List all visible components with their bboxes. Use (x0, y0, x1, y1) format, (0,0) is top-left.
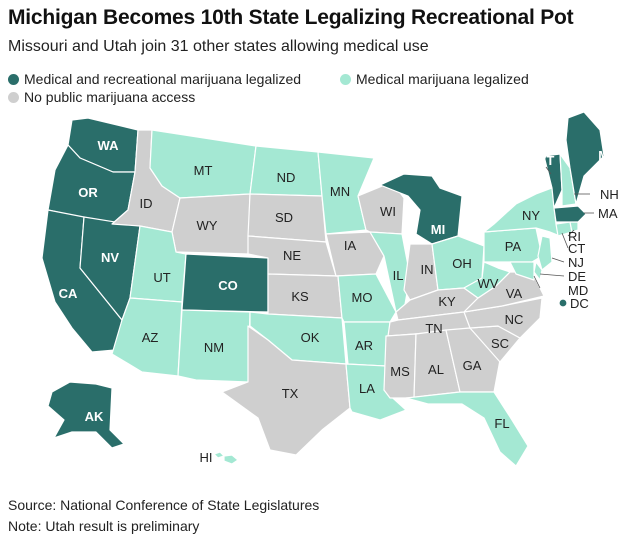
chart-subtitle: Missouri and Utah join 31 other states a… (8, 38, 429, 55)
label-nh: NH (600, 187, 619, 202)
state-ia (325, 231, 385, 277)
label-ut: UT (153, 270, 170, 285)
label-vt: VT (538, 153, 555, 168)
legend-label-medical: Medical marijuana legalized (356, 71, 529, 87)
state-de (533, 261, 543, 281)
label-ne: NE (283, 248, 301, 263)
label-tx: TX (282, 386, 299, 401)
label-az: AZ (142, 330, 159, 345)
state-me (565, 111, 605, 205)
state-tx (221, 325, 351, 456)
label-me: ME (598, 148, 618, 163)
chart-title: Michigan Becomes 10th State Legalizing R… (8, 6, 574, 29)
legend-label-no-access: No public marijuana access (24, 89, 196, 105)
leader-ri (567, 229, 575, 237)
state-wv (463, 261, 511, 299)
state-ms (383, 333, 417, 399)
label-ms: MS (390, 364, 410, 379)
label-md: MD (568, 283, 588, 298)
label-ct: CT (568, 241, 585, 256)
legend-swatch-no-access (8, 91, 19, 103)
label-mi: MI (431, 222, 445, 237)
label-al: AL (428, 362, 444, 377)
state-wy (171, 193, 251, 255)
legend-swatch-medical (340, 73, 351, 85)
leader-vt (545, 166, 552, 175)
legend-swatch-recreational (8, 73, 19, 85)
label-sd: SD (275, 210, 293, 225)
label-ca: CA (59, 286, 78, 301)
label-ga: GA (463, 358, 482, 373)
label-pa: PA (505, 239, 522, 254)
legend-item-recreational: Medical and recreational marijuana legal… (8, 71, 301, 87)
legend-label-recreational: Medical and recreational marijuana legal… (24, 71, 302, 87)
label-tn: TN (425, 321, 442, 336)
label-mo: MO (352, 290, 373, 305)
label-ak: AK (85, 409, 104, 424)
label-ks: KS (291, 289, 309, 304)
leader-de (539, 273, 565, 277)
state-dc (558, 298, 568, 308)
state-nj (537, 235, 553, 271)
label-nm: NM (204, 340, 224, 355)
label-sc: SC (491, 336, 509, 351)
footnote: Note: Utah result is preliminary (8, 518, 200, 534)
label-wv: WV (478, 276, 499, 291)
label-wy: WY (197, 218, 218, 233)
state-hi (213, 451, 239, 465)
label-ky: KY (438, 294, 456, 309)
label-de: DE (568, 269, 586, 284)
leader-md (533, 275, 541, 289)
label-il: IL (393, 268, 404, 283)
label-ia: IA (344, 238, 357, 253)
state-vt (543, 153, 563, 209)
label-nv: NV (101, 250, 119, 265)
label-co: CO (218, 278, 238, 293)
label-nj: NJ (568, 255, 584, 270)
legend-item-no-access: No public marijuana access (8, 89, 195, 105)
label-ar: AR (355, 338, 373, 353)
label-fl: FL (494, 416, 509, 431)
leader-ct (561, 232, 569, 249)
state-md (509, 261, 535, 281)
us-state-map: WA OR CA NV ID MT WY UT CO AZ NM ND SD N… (41, 111, 619, 467)
label-id: ID (140, 196, 153, 211)
label-ny: NY (522, 208, 540, 223)
label-mn: MN (330, 184, 350, 199)
label-mt: MT (194, 163, 213, 178)
label-ma: MA (598, 206, 618, 221)
label-ri: RI (568, 229, 581, 244)
label-va: VA (506, 286, 523, 301)
state-az (111, 297, 183, 377)
label-in: IN (421, 262, 434, 277)
label-wi: WI (380, 204, 396, 219)
state-fl (405, 391, 529, 467)
label-hi: HI (200, 450, 213, 465)
leader-nj (551, 257, 565, 263)
state-nh (559, 153, 577, 207)
label-or: OR (78, 185, 98, 200)
label-wa: WA (98, 138, 120, 153)
state-nm (177, 309, 251, 383)
label-ok: OK (301, 330, 320, 345)
state-ak (47, 381, 125, 449)
state-ma (553, 205, 587, 223)
label-nd: ND (277, 170, 296, 185)
legend-item-medical: Medical marijuana legalized (340, 71, 529, 87)
label-oh: OH (452, 256, 472, 271)
label-la: LA (359, 381, 375, 396)
label-nc: NC (505, 312, 524, 327)
label-dc: DC (570, 296, 589, 311)
state-ga (445, 327, 501, 393)
source-note: Source: National Conference of State Leg… (8, 497, 320, 513)
